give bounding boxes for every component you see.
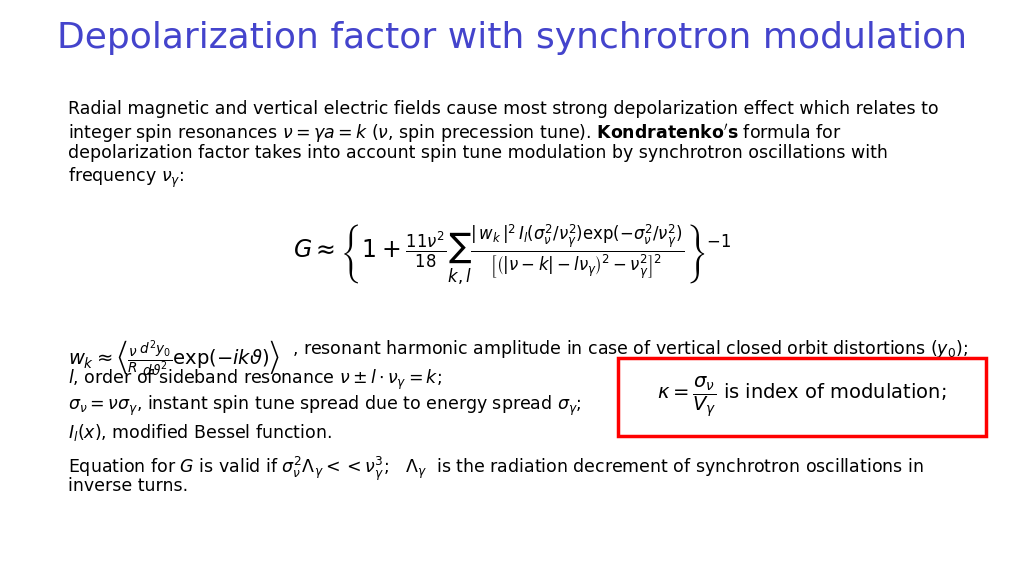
Text: , resonant harmonic amplitude in case of vertical closed orbit distortions ($y_0: , resonant harmonic amplitude in case of… (292, 338, 968, 360)
Text: $l$, order of sideband resonance $\nu \pm l \cdot \nu_{\gamma} = k$;: $l$, order of sideband resonance $\nu \p… (68, 368, 441, 392)
Text: depolarization factor takes into account spin tune modulation by synchrotron osc: depolarization factor takes into account… (68, 144, 888, 162)
Text: Depolarization factor with synchrotron modulation: Depolarization factor with synchrotron m… (57, 21, 967, 55)
Text: $G \approx \left\{1 + \frac{11\nu^2}{18} \sum_{k,l} \frac{|\, w_k\,|^2\, I_l(\si: $G \approx \left\{1 + \frac{11\nu^2}{18}… (293, 223, 731, 287)
Text: integer spin resonances $\nu = \gamma a = k$ ($\nu$, spin precession tune). $\ma: integer spin resonances $\nu = \gamma a … (68, 122, 842, 145)
Text: frequency $\nu_{\gamma}$:: frequency $\nu_{\gamma}$: (68, 166, 184, 190)
Bar (618, 358, 986, 436)
Text: $w_k \approx \left\langle\frac{\nu}{R}\frac{d^2 y_0}{d\vartheta^2}\exp(-ik\varth: $w_k \approx \left\langle\frac{\nu}{R}\f… (68, 338, 281, 377)
Text: Equation for $G$ is valid if $\sigma_\nu^2\Lambda_\gamma<<\nu_\gamma^3$;   $\Lam: Equation for $G$ is valid if $\sigma_\nu… (68, 455, 924, 483)
Text: $\sigma_\nu = \nu\sigma_\gamma$, instant spin tune spread due to energy spread $: $\sigma_\nu = \nu\sigma_\gamma$, instant… (68, 394, 582, 418)
Text: $I_l(x)$, modified Bessel function.: $I_l(x)$, modified Bessel function. (68, 422, 332, 443)
Text: $\kappa = \dfrac{\sigma_\nu}{V_\gamma}$ is index of modulation;: $\kappa = \dfrac{\sigma_\nu}{V_\gamma}$ … (657, 374, 946, 419)
Text: Radial magnetic and vertical electric fields cause most strong depolarization ef: Radial magnetic and vertical electric fi… (68, 100, 939, 118)
Text: inverse turns.: inverse turns. (68, 477, 188, 495)
